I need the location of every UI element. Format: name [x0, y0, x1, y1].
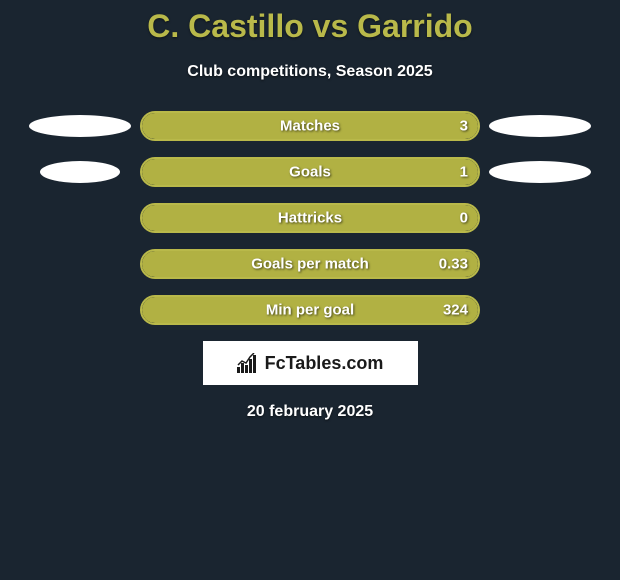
stat-bar: Matches 3 — [140, 111, 480, 141]
page-title: C. Castillo vs Garrido — [0, 8, 620, 45]
comparison-card: C. Castillo vs Garrido Club competitions… — [0, 0, 620, 421]
stat-value-right: 324 — [443, 302, 468, 319]
stat-label: Hattricks — [278, 210, 342, 227]
chart-icon — [237, 353, 259, 373]
stat-row: Matches 3 — [0, 111, 620, 141]
logo-text: FcTables.com — [265, 353, 384, 374]
stat-value-right: 0.33 — [439, 256, 468, 273]
left-avatar-slot — [20, 203, 140, 233]
right-avatar-slot — [480, 249, 600, 279]
stat-value-right: 3 — [460, 118, 468, 135]
stat-label: Min per goal — [266, 302, 354, 319]
stat-bar: Min per goal 324 — [140, 295, 480, 325]
left-avatar-slot — [20, 249, 140, 279]
stat-row: Goals per match 0.33 — [0, 249, 620, 279]
stat-bar: Goals 1 — [140, 157, 480, 187]
right-avatar-slot — [480, 203, 600, 233]
player-ellipse — [29, 115, 131, 137]
stat-label: Goals per match — [251, 256, 369, 273]
stat-bar: Hattricks 0 — [140, 203, 480, 233]
stat-row: Hattricks 0 — [0, 203, 620, 233]
logo-box: FcTables.com — [203, 341, 418, 385]
player-ellipse — [489, 115, 591, 137]
right-avatar-slot — [480, 157, 600, 187]
stat-label: Goals — [289, 164, 331, 181]
stat-value-right: 1 — [460, 164, 468, 181]
left-avatar-slot — [20, 111, 140, 141]
stat-row: Min per goal 324 — [0, 295, 620, 325]
player-ellipse — [40, 161, 120, 183]
stat-label: Matches — [280, 118, 340, 135]
stat-rows: Matches 3 Goals 1 Hattricks 0 Goals per match 0… — [0, 111, 620, 325]
right-avatar-slot — [480, 111, 600, 141]
left-avatar-slot — [20, 157, 140, 187]
date-label: 20 february 2025 — [0, 403, 620, 421]
player-ellipse — [489, 161, 591, 183]
logo[interactable]: FcTables.com — [237, 353, 384, 374]
stat-bar: Goals per match 0.33 — [140, 249, 480, 279]
subtitle: Club competitions, Season 2025 — [0, 63, 620, 81]
right-avatar-slot — [480, 295, 600, 325]
stat-row: Goals 1 — [0, 157, 620, 187]
left-avatar-slot — [20, 295, 140, 325]
stat-value-right: 0 — [460, 210, 468, 227]
